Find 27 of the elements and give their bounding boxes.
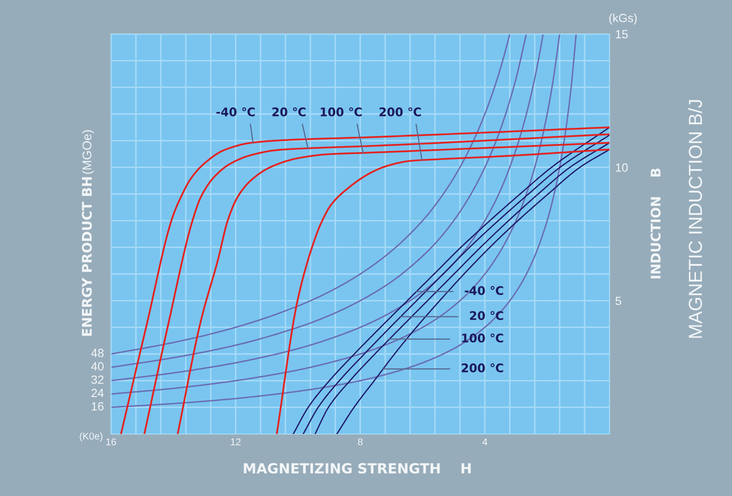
text: (kGs) [609, 14, 637, 24]
x-tick-label: 16 [106, 438, 116, 446]
annotation: 200 ℃ [462, 363, 504, 372]
x-tick-label: 8 [358, 438, 363, 446]
x-tick-label: 4 [482, 438, 488, 446]
text: (K0e) [80, 432, 102, 442]
annotation: 100 ℃ [462, 333, 504, 342]
y-axis-title: INDUCTION B [650, 168, 661, 278]
text: MAGNETIC INDUCTION B/J [688, 100, 702, 338]
x-axis-title: MAGNETIZING STRENGTH H [244, 463, 471, 474]
annotation: -40 ℃ [464, 286, 504, 296]
series-label: 32 [91, 375, 104, 384]
y-tick-label: 10 [616, 163, 628, 172]
y-tick-label: 5 [616, 296, 622, 306]
text: ENERGY PRODUCT BH [82, 177, 92, 336]
text: 100 ℃ [320, 107, 362, 116]
series-label: 40 [91, 362, 104, 370]
annotation: 20 ℃ [470, 311, 504, 320]
text: 20 ℃ [272, 107, 306, 116]
series-label: 16 [92, 402, 104, 410]
y-tick-label: 15 [616, 30, 628, 38]
text: 200 ℃ [380, 107, 421, 116]
text: (MGOe) [82, 130, 94, 174]
series-label: 24 [92, 388, 104, 398]
x-tick-label: 12 [230, 438, 241, 446]
text: -40 ℃ [216, 107, 255, 116]
series-label: 48 [91, 348, 104, 358]
